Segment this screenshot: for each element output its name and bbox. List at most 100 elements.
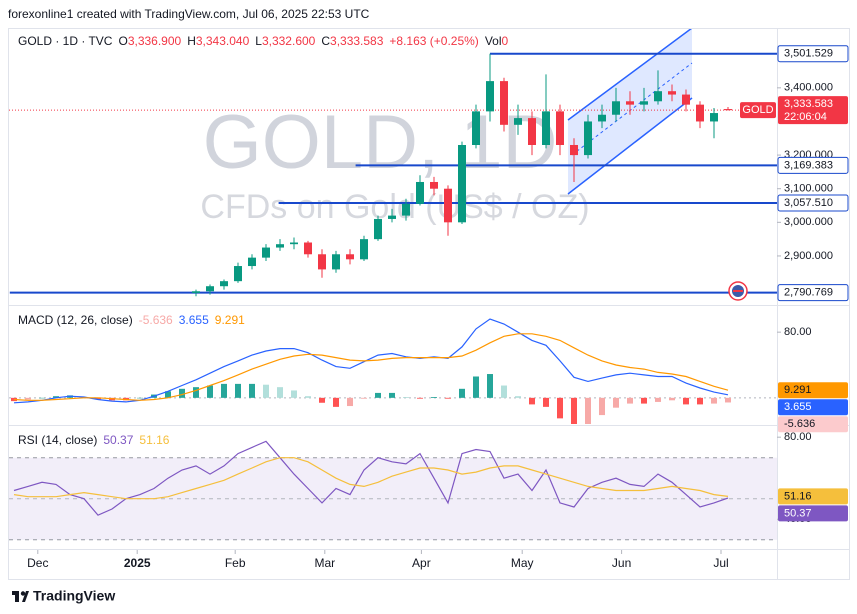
- indicator-line: [13, 318, 729, 404]
- flag-stripe: [733, 290, 743, 292]
- histogram-bar: [333, 397, 339, 407]
- histogram-bar: [235, 383, 241, 398]
- histogram-bar: [263, 384, 269, 398]
- candle-body: [640, 101, 648, 105]
- macd-pane: [9, 318, 777, 424]
- histogram-bar: [179, 388, 185, 398]
- histogram-bar: [459, 388, 465, 398]
- axis-label: 3.655: [784, 401, 812, 413]
- histogram-bar: [11, 397, 17, 402]
- axis-label-box: [778, 96, 848, 125]
- histogram-bar: [655, 397, 661, 402]
- ohlc-key: O: [118, 34, 127, 48]
- candle-body: [598, 114, 606, 122]
- footer-brand: TradingView: [33, 588, 115, 604]
- axes: 3,400.0003,200.0003,100.0003,000.0002,90…: [27, 45, 849, 570]
- histogram-bar: [641, 397, 647, 404]
- chart-frame: [8, 28, 850, 580]
- axis-label: 51.16: [784, 490, 812, 502]
- symbol-title: GOLD · 1D · TVC: [18, 34, 113, 48]
- histogram-bar: [543, 397, 549, 407]
- histogram-bar: [711, 397, 717, 404]
- y-tick-label: 3,100.000: [784, 183, 833, 195]
- candle-body: [542, 111, 550, 145]
- histogram-bar: [473, 376, 479, 398]
- histogram-bar: [431, 397, 437, 398]
- candle-body: [346, 254, 354, 260]
- rsi-pane: [9, 440, 777, 541]
- histogram-bar: [613, 397, 619, 408]
- candle-body: [570, 144, 578, 156]
- histogram-bar: [487, 374, 493, 398]
- candle-body: [416, 181, 424, 204]
- y-tick-label: 3,000.000: [784, 216, 833, 228]
- histogram-bar: [571, 397, 577, 424]
- histogram-bar: [361, 397, 367, 399]
- axis-label-box: [777, 284, 849, 302]
- histogram-bar: [669, 397, 675, 401]
- x-tick-label: May: [511, 556, 534, 570]
- logo-part: [15, 591, 19, 602]
- ohlc-key: H: [187, 34, 196, 48]
- candle-body: [290, 242, 298, 245]
- axis-label: 3,501.529: [784, 48, 833, 60]
- candle-body: [528, 118, 536, 145]
- symbol-tag-box: [740, 102, 776, 119]
- histogram-bar: [221, 383, 227, 398]
- axis-label: 2,790.769: [784, 287, 833, 299]
- indicator-title: MACD (12, 26, close): [18, 313, 133, 327]
- watermark-symbol: GOLD, 1D: [203, 100, 558, 185]
- legend-value: -5.636: [139, 313, 173, 327]
- candle-body: [388, 215, 396, 219]
- ohlc-value: 3,336.900: [128, 34, 182, 48]
- axis-label-box: [778, 399, 848, 416]
- legend-value: 50.37: [103, 433, 133, 447]
- candle-body: [626, 101, 634, 105]
- y-tick-label: 3,400.000: [784, 82, 833, 94]
- candle-body: [206, 286, 214, 292]
- x-tick-label: Jul: [713, 556, 728, 570]
- candle-body: [318, 254, 326, 270]
- ohlc-key: L: [255, 34, 262, 48]
- watermark-description: CFDs on Gold (US$ / OZ): [200, 188, 589, 226]
- histogram-bar: [277, 387, 283, 398]
- histogram-bar: [375, 392, 381, 398]
- histogram-bar: [627, 397, 633, 404]
- axis-label-box: [777, 45, 849, 63]
- histogram-bar: [347, 397, 353, 407]
- axis-label: -5.636: [784, 418, 815, 430]
- candle-body: [584, 121, 592, 156]
- candle-body: [724, 109, 732, 111]
- candle-body: [612, 101, 620, 115]
- channel-line: [567, 29, 692, 121]
- histogram-bar: [697, 397, 703, 405]
- axis-label-box: [777, 156, 849, 174]
- candle-body: [276, 244, 284, 248]
- x-tick-label: Mar: [314, 556, 335, 570]
- y-tick-label: 2,900.000: [784, 250, 833, 262]
- histogram-bar: [515, 396, 521, 398]
- x-tick-label: Jun: [612, 556, 631, 570]
- candle-body: [696, 104, 704, 122]
- histogram-bar: [249, 383, 255, 398]
- candle-body: [332, 254, 340, 270]
- indicator-line: [13, 440, 729, 516]
- candle-body: [304, 242, 312, 255]
- histogram-bar: [683, 397, 689, 405]
- axis-label-box: [778, 382, 848, 399]
- candle-body: [234, 266, 242, 282]
- histogram-bar: [557, 397, 563, 419]
- candle-body: [654, 91, 662, 102]
- axis-label-box: [778, 488, 848, 505]
- candle-body: [668, 91, 676, 95]
- indicator-title: RSI (14, close): [18, 433, 97, 447]
- axis-label-box: [778, 505, 848, 522]
- axis-label-box: [778, 416, 848, 433]
- price-pane: [9, 29, 777, 297]
- y-tick-label: 80.00: [784, 431, 812, 443]
- candle-body: [556, 111, 564, 145]
- watermark: GOLD, 1D CFDs on Gold (US$ / OZ): [200, 100, 589, 226]
- countdown-label: 22:06:04: [784, 111, 827, 123]
- axis-label: 3,169.383: [784, 159, 833, 171]
